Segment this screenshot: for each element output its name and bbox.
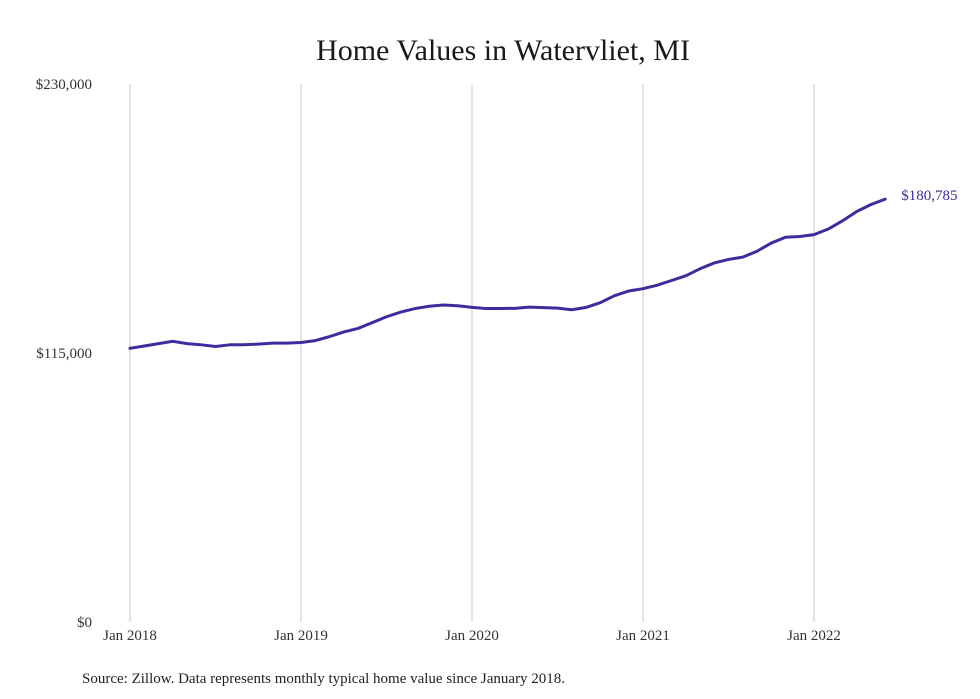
y-tick-label: $115,000 [36, 346, 92, 362]
gridlines [129, 84, 815, 622]
x-tick-label: Jan 2019 [274, 628, 328, 644]
series-line [128, 197, 887, 350]
x-tick-label: Jan 2018 [103, 628, 157, 644]
source-note: Source: Zillow. Data represents monthly … [82, 671, 565, 687]
x-tick-label: Jan 2021 [616, 628, 670, 644]
y-axis-tick-labels: $0 $115,000 $230,000 [36, 77, 92, 631]
series-group: $180,785 [128, 188, 958, 350]
y-tick-label: $0 [77, 615, 92, 631]
x-tick-label: Jan 2020 [445, 628, 499, 644]
x-axis-tick-labels: Jan 2018 Jan 2019 Jan 2020 Jan 2021 Jan 2022 [103, 628, 841, 644]
end-value-label: $180,785 [901, 188, 957, 204]
chart-title: Home Values in Watervliet, MI [316, 34, 690, 67]
y-tick-label: $230,000 [36, 77, 92, 93]
x-tick-label: Jan 2022 [787, 628, 841, 644]
